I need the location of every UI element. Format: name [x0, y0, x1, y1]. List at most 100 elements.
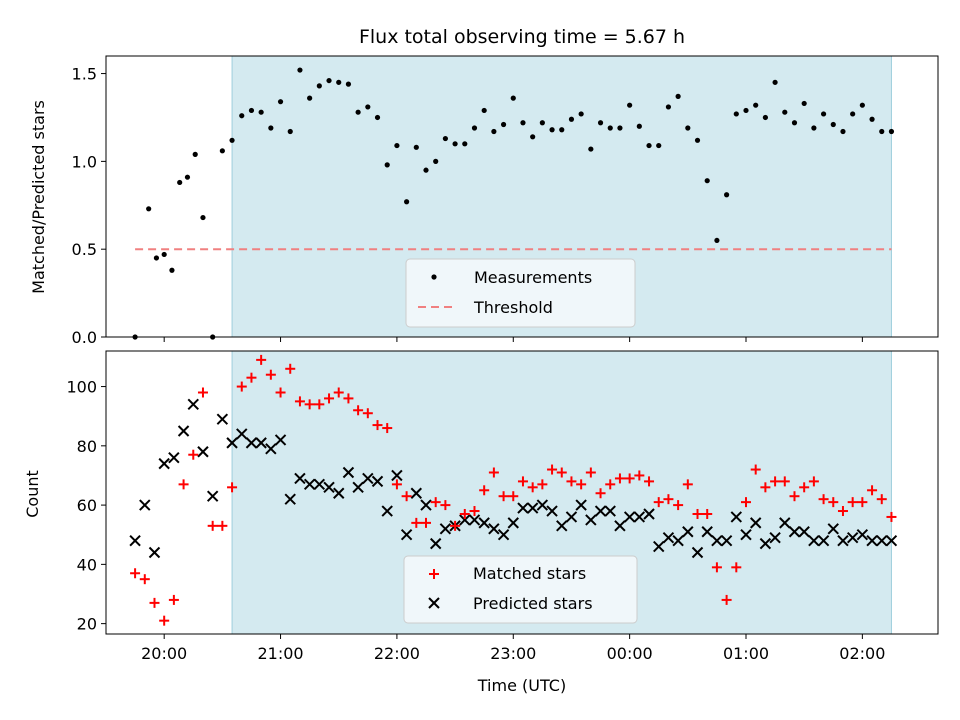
bottom-panel: 20 40 60 80 100 20:00 21:00 22:00 23:00 00:00 01:…	[23, 350, 939, 695]
y-tick-label: 1.5	[72, 65, 97, 84]
x-tick-label: 02:00	[839, 644, 885, 663]
predicted-star-point	[497, 529, 510, 541]
x-tick-label: 21:00	[257, 644, 303, 663]
matched-star-point	[275, 387, 286, 398]
matched-star-point	[653, 497, 664, 508]
matched-star-point	[421, 517, 431, 528]
predicted-star-point	[265, 443, 277, 455]
predicted-star-point	[788, 526, 801, 538]
top-y-axis-label: Matched/Predicted stars	[29, 100, 48, 294]
matched-star-point	[314, 399, 325, 410]
measurement-point	[879, 128, 885, 135]
predicted-star-point	[303, 478, 316, 491]
matched-star-point	[566, 476, 577, 487]
predicted-star-point	[536, 499, 549, 511]
measurement-point	[277, 99, 284, 105]
top-legend: Measurements Threshold	[405, 258, 636, 328]
measurement-point	[607, 125, 613, 131]
bottom-legend-box	[403, 555, 638, 624]
predicted-star-point	[565, 511, 578, 523]
measurement-point	[724, 192, 730, 198]
measurement-point	[665, 104, 672, 110]
predicted-star-point	[643, 508, 655, 520]
measurement-point	[627, 102, 633, 108]
measurement-point	[192, 151, 198, 157]
matched-star-point	[498, 491, 509, 502]
matched-star-point	[382, 423, 393, 434]
predicted-star-point	[827, 523, 839, 535]
predicted-star-point	[604, 505, 616, 517]
matched-star-point	[789, 491, 800, 502]
measurement-points	[132, 67, 895, 340]
matched-star-point	[362, 408, 373, 419]
matched-star-point	[469, 506, 480, 517]
matched-star-point	[847, 497, 858, 508]
x-tick-label: 23:00	[490, 644, 536, 663]
predicted-star-point	[749, 517, 762, 529]
matched-star-point	[818, 494, 829, 505]
matched-star-point	[488, 467, 499, 478]
matched-star-point	[236, 381, 247, 392]
measurement-point	[355, 109, 361, 115]
measurement-point	[850, 111, 856, 117]
x-tick-label: 20:00	[141, 644, 187, 663]
matched-star-point	[867, 485, 878, 496]
predicted-star-point	[623, 511, 636, 523]
predicted-star-point	[313, 478, 326, 491]
predicted-star-point	[682, 526, 694, 538]
matched-star-point	[479, 485, 490, 496]
matched-star-point	[527, 482, 538, 493]
matched-star-point	[391, 479, 402, 490]
chart-title: Flux total observing time = 5.67 h	[359, 26, 685, 48]
y-tick-label: 60	[77, 496, 97, 515]
y-tick-label: 0.0	[72, 328, 97, 347]
predicted-star-point	[391, 469, 403, 482]
matched-star-point	[857, 497, 868, 508]
measurement-point	[384, 162, 390, 168]
matched-star-point	[682, 479, 693, 490]
measurement-point	[675, 93, 681, 99]
predicted-star-point	[575, 499, 587, 511]
legend-measurements-label: Measurements	[474, 268, 592, 287]
measurement-point	[820, 111, 827, 117]
measurement-point	[462, 141, 468, 147]
measurement-point	[743, 107, 749, 114]
predicted-star-point	[226, 437, 238, 449]
predicted-star-point	[177, 425, 190, 437]
matched-star-point	[227, 482, 238, 493]
predicted-star-point	[255, 437, 267, 449]
measurement-point	[229, 137, 235, 143]
matched-star-point	[547, 464, 558, 475]
matched-stars-points	[130, 354, 897, 626]
measurement-point	[568, 116, 575, 122]
predicted-star-point	[594, 505, 607, 517]
matched-star-point	[343, 393, 354, 404]
predicted-star-point	[759, 537, 772, 550]
matched-star-point	[517, 476, 528, 487]
predicted-star-point	[701, 526, 713, 538]
predicted-star-point	[730, 511, 743, 523]
matched-star-point	[450, 520, 461, 531]
measurement-point	[888, 128, 895, 135]
matched-star-point	[711, 562, 722, 573]
bottom-axes-frame	[105, 350, 939, 635]
predicted-star-point	[206, 490, 219, 502]
measurement-point	[500, 121, 507, 128]
predicted-star-point	[294, 472, 306, 485]
bottom-y-axis-label: Count	[23, 470, 42, 518]
predicted-star-point	[274, 434, 287, 446]
x-tick-label: 00:00	[607, 644, 653, 663]
y-tick-label: 80	[77, 437, 97, 456]
predicted-star-point	[866, 534, 878, 547]
measurement-point	[433, 158, 439, 164]
predicted-star-point	[856, 529, 869, 541]
predicted-star-point	[488, 523, 500, 535]
matched-star-point	[605, 479, 616, 490]
predicted-star-point	[187, 398, 199, 411]
matched-star-point	[459, 508, 470, 519]
matched-star-point	[576, 479, 587, 490]
predicted-star-point	[381, 505, 393, 517]
measurement-point	[636, 123, 642, 129]
matched-star-point	[556, 467, 567, 478]
